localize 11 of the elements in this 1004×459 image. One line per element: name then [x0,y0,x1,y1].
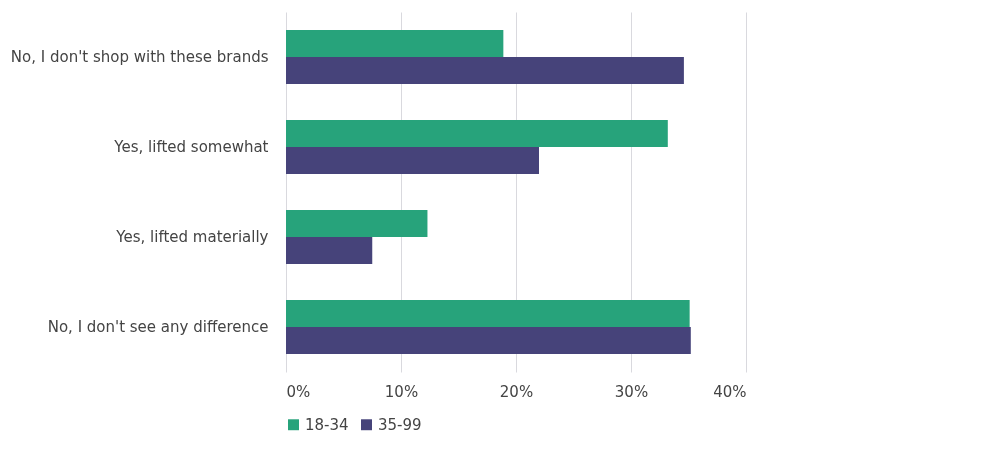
y-tick-label: No, I don't shop with these brands [10,48,269,66]
legend-label: 18-34 [305,415,349,434]
x-tick-label: 40% [713,382,747,401]
y-tick-label: No, I don't see any difference [47,318,269,336]
x-tick-label: 10% [384,382,419,401]
legend-label: 35-99 [378,415,422,434]
x-tick-label: 20% [499,382,534,401]
x-tick-label: 30% [614,382,649,401]
y-tick-label: Yes, lifted somewhat [113,138,269,156]
y-tick-label: Yes, lifted materially [115,228,269,246]
x-tick-label: 0% [286,382,311,401]
